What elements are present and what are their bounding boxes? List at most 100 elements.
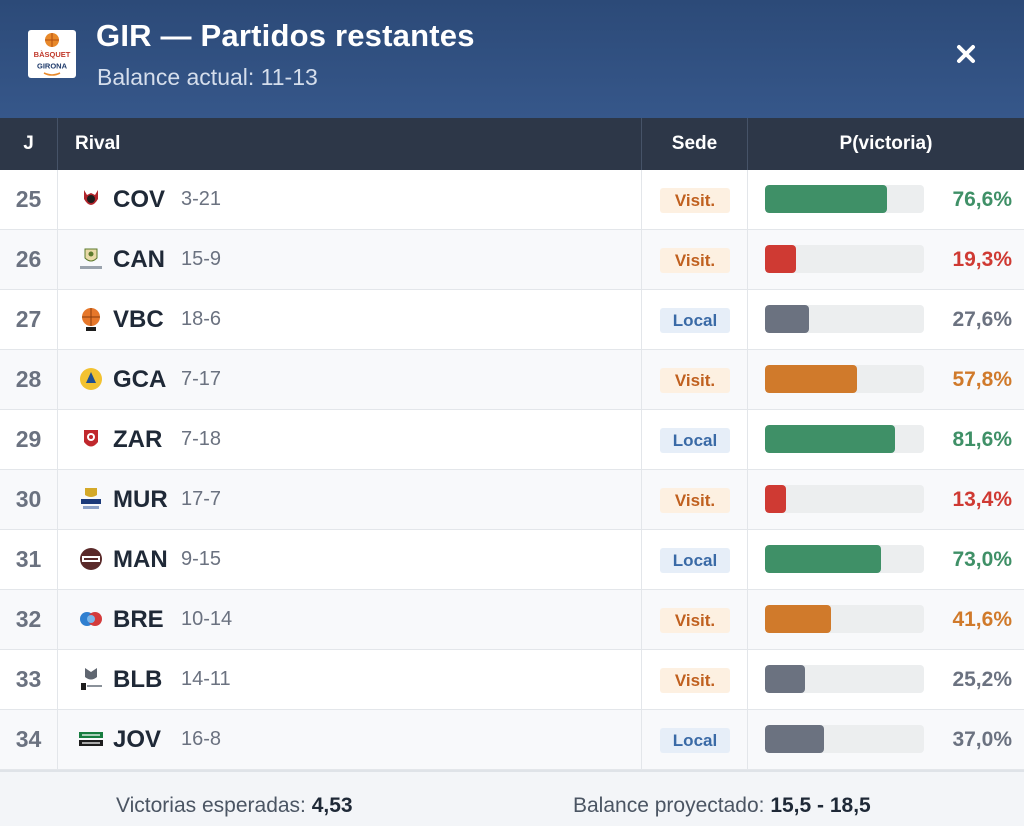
- probability-value: 73,0%: [952, 548, 1012, 571]
- venue-badge: Visit.: [660, 488, 730, 513]
- table-row[interactable]: 33 BLB 14-11 Visit. 25,2%: [0, 650, 1024, 710]
- expected-wins-value: 4,53: [311, 794, 353, 817]
- probability-value: 27,6%: [952, 308, 1012, 331]
- venue-cell: Local: [642, 530, 748, 589]
- probability-bar-track: [765, 305, 924, 333]
- probability-bar-track: [765, 365, 924, 393]
- rival-cell: COV 3-21: [58, 170, 642, 229]
- team-code: ZAR: [113, 426, 163, 453]
- team-code: GCA: [113, 366, 167, 393]
- team-record: 10-14: [181, 608, 233, 630]
- round-number: 31: [0, 530, 58, 589]
- venue-cell: Visit.: [642, 350, 748, 409]
- probability-bar-fill: [765, 725, 824, 753]
- close-icon: [957, 45, 975, 63]
- table-row[interactable]: 32 BRE 10-14 Visit. 41,6%: [0, 590, 1024, 650]
- venue-cell: Visit.: [642, 590, 748, 649]
- probability-value: 25,2%: [952, 668, 1012, 691]
- team-code: BRE: [113, 606, 164, 633]
- la-laguna-tenerife-logo-icon: [76, 244, 106, 274]
- venue-badge: Visit.: [660, 248, 730, 273]
- team-code: MUR: [113, 486, 168, 513]
- rival-cell: ZAR 7-18: [58, 410, 642, 469]
- probability-cell: 25,2%: [748, 650, 1024, 709]
- coviran-granada-logo-icon: [76, 184, 106, 214]
- column-header-rival[interactable]: Rival: [58, 118, 642, 170]
- probability-cell: 19,3%: [748, 230, 1024, 289]
- venue-badge: Local: [660, 728, 730, 753]
- probability-bar-fill: [765, 365, 857, 393]
- joventut-logo-icon: [76, 724, 106, 754]
- table-row[interactable]: 29 ZAR 7-18 Local 81,6%: [0, 410, 1024, 470]
- table-row[interactable]: 31 MAN 9-15 Local 73,0%: [0, 530, 1024, 590]
- probability-cell: 27,6%: [748, 290, 1024, 349]
- logo-text-line2: GIRONA: [37, 62, 68, 71]
- venue-badge: Visit.: [660, 668, 730, 693]
- table-row[interactable]: 34 JOV 16-8 Local 37,0%: [0, 710, 1024, 770]
- venue-badge: Visit.: [660, 608, 730, 633]
- team-record: 14-11: [181, 668, 231, 690]
- probability-value: 41,6%: [952, 608, 1012, 631]
- logo-text-line1: BÀSQUET: [34, 50, 71, 59]
- probability-bar-track: [765, 545, 924, 573]
- probability-cell: 41,6%: [748, 590, 1024, 649]
- venue-cell: Visit.: [642, 470, 748, 529]
- column-header-j[interactable]: J: [0, 118, 58, 170]
- rival-cell: MAN 9-15: [58, 530, 642, 589]
- round-number: 27: [0, 290, 58, 349]
- round-number: 29: [0, 410, 58, 469]
- probability-value: 13,4%: [952, 488, 1012, 511]
- team-code: CAN: [113, 246, 165, 273]
- team-code: JOV: [113, 726, 162, 753]
- venue-cell: Local: [642, 410, 748, 469]
- probability-value: 57,8%: [952, 368, 1012, 391]
- rival-cell: CAN 15-9: [58, 230, 642, 289]
- venue-badge: Visit.: [660, 368, 730, 393]
- ucam-murcia-logo-icon: [76, 484, 106, 514]
- team-code: MAN: [113, 546, 168, 573]
- venue-badge: Local: [660, 308, 730, 333]
- team-record: 9-15: [181, 548, 222, 570]
- probability-value: 19,3%: [952, 248, 1012, 271]
- valencia-basket-logo-icon: [76, 304, 106, 334]
- team-code: VBC: [113, 306, 164, 333]
- rival-cell: GCA 7-17: [58, 350, 642, 409]
- rival-cell: BRE 10-14: [58, 590, 642, 649]
- table-row[interactable]: 28 GCA 7-17 Visit. 57,8%: [0, 350, 1024, 410]
- team-record: 15-9: [181, 248, 222, 270]
- team-record: 16-8: [181, 728, 222, 750]
- venue-badge: Local: [660, 548, 730, 573]
- team-record: 7-18: [181, 428, 222, 450]
- probability-bar-fill: [765, 605, 832, 633]
- round-number: 25: [0, 170, 58, 229]
- breogan-logo-icon: [76, 604, 106, 634]
- probability-bar-fill: [765, 245, 796, 273]
- round-number: 32: [0, 590, 58, 649]
- round-number: 30: [0, 470, 58, 529]
- probability-bar-track: [765, 665, 924, 693]
- expected-wins: Victorias esperadas: 4,53: [116, 772, 353, 840]
- venue-cell: Visit.: [642, 170, 748, 229]
- close-button[interactable]: [946, 34, 986, 74]
- probability-bar-track: [765, 725, 924, 753]
- rival-cell: BLB 14-11: [58, 650, 642, 709]
- column-header-sede[interactable]: Sede: [642, 118, 748, 170]
- probability-cell: 81,6%: [748, 410, 1024, 469]
- table-row[interactable]: 25 COV 3-21 Visit. 76,6%: [0, 170, 1024, 230]
- probability-cell: 57,8%: [748, 350, 1024, 409]
- bilbao-basket-logo-icon: [76, 664, 106, 694]
- page-title: GIR — Partidos restantes: [96, 18, 475, 53]
- venue-badge: Local: [660, 428, 730, 453]
- team-code: BLB: [113, 666, 163, 693]
- rival-cell: JOV 16-8: [58, 710, 642, 769]
- projected-record-label: Balance proyectado:: [573, 794, 765, 817]
- table-row[interactable]: 30 MUR 17-7 Visit. 13,4%: [0, 470, 1024, 530]
- current-record: Balance actual: 11-13: [97, 64, 318, 90]
- probability-bar-fill: [765, 485, 787, 513]
- probability-value: 37,0%: [952, 728, 1012, 751]
- table-row[interactable]: 26 CAN 15-9 Visit. 19,3%: [0, 230, 1024, 290]
- probability-bar-track: [765, 605, 924, 633]
- probability-cell: 13,4%: [748, 470, 1024, 529]
- table-row[interactable]: 27 VBC 18-6 Local 27,6%: [0, 290, 1024, 350]
- column-header-prob[interactable]: P(victoria): [839, 133, 933, 154]
